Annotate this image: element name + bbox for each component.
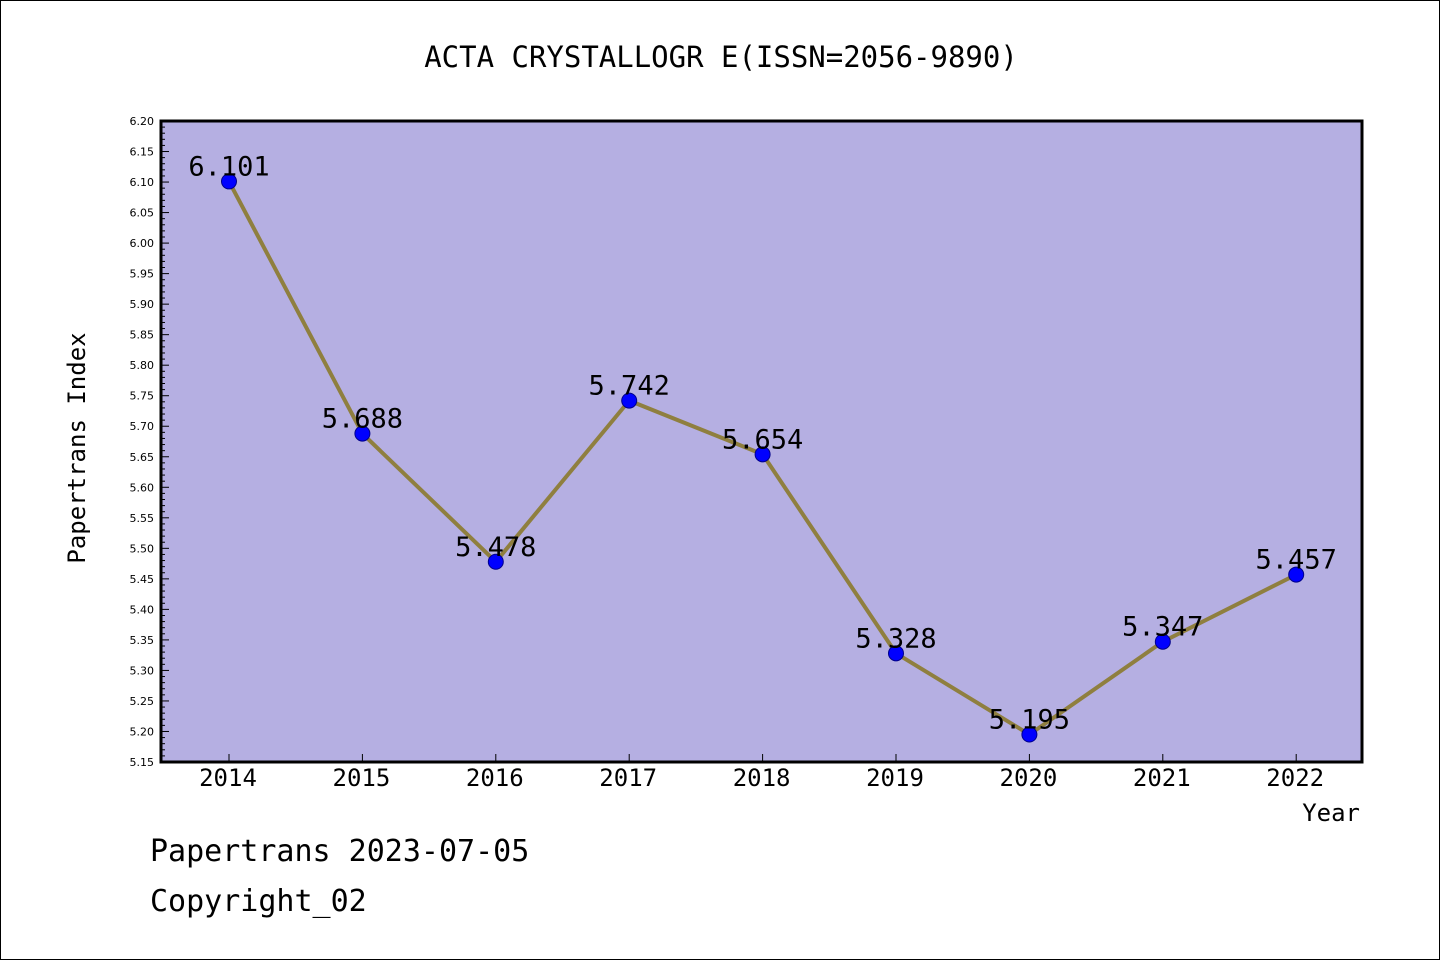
y-tick-label: 6.00 [130,237,155,250]
x-tick-label: 2016 [466,764,524,792]
data-point [354,425,371,442]
y-tick-label: 5.75 [130,390,155,403]
data-point [1154,633,1171,650]
x-tick-label: 2020 [1000,764,1058,792]
chart-title: ACTA CRYSTALLOGR E(ISSN=2056-9890) [424,40,1018,74]
data-label: 5.478 [455,532,536,563]
y-tick-label: 6.05 [130,207,155,220]
y-tick-label: 5.45 [130,573,155,586]
data-label: 5.742 [589,371,670,402]
data-point [487,553,504,570]
x-tick-label: 2018 [733,764,791,792]
data-point [888,645,904,662]
footer-date-text: Papertrans 2023-07-05 [150,834,530,869]
y-tick-label: 5.65 [130,451,155,464]
y-tick-label: 5.95 [130,268,155,281]
y-tick-label: 6.15 [130,146,155,159]
data-label: 5.328 [855,623,936,654]
y-tick-label: 6.20 [130,115,155,128]
x-tick-label: 2014 [199,764,257,792]
data-point [621,392,638,409]
data-point [1288,566,1305,583]
y-tick-label: 5.35 [130,634,155,647]
data-label: 5.688 [322,404,403,435]
data-labels: 6.101 5.688 5.478 5.742 5.654 5.328 5.195 5.347… [188,151,1336,735]
data-point [754,446,771,463]
y-tick-label: 5.90 [130,298,155,311]
y-tick-label: 5.20 [130,725,155,738]
x-tick-label: 2021 [1133,764,1191,792]
plot-area [159,119,1364,764]
x-tick-label: 2022 [1266,764,1324,792]
data-label: 5.654 [722,424,803,455]
y-axis-title: Papertrans Index [63,332,91,563]
y-tick-label: 5.85 [130,329,155,342]
data-point [1021,726,1038,743]
x-axis-title: Year [1302,799,1360,827]
x-tick-label: 2015 [333,764,391,792]
footer-copyright-text: Copyright_02 [150,884,367,919]
x-tick-label: 2019 [866,764,924,792]
y-tick-label: 5.25 [130,695,155,708]
y-tick-label: 5.55 [130,512,155,525]
y-tick-label: 5.80 [130,359,155,372]
data-label: 6.101 [188,151,269,182]
y-tick-label: 5.15 [130,756,155,769]
y-tick-label: 5.40 [130,603,155,616]
data-point [221,173,237,190]
data-label: 5.347 [1122,612,1203,643]
y-tick-label: 5.70 [130,420,155,433]
y-tick-label: 5.60 [130,481,155,494]
y-tick-label: 6.10 [130,176,155,189]
x-axis-ticks: 2014 2015 2016 2017 2018 2019 2020 2021 2022 [199,754,1324,792]
y-tick-label: 5.50 [130,542,155,555]
x-tick-label: 2017 [599,764,657,792]
y-axis-ticks: 5.15 5.20 5.25 5.30 5.35 5.40 5.45 5.50 5.55 5.60… [130,115,169,769]
data-label: 5.195 [989,705,1070,736]
y-tick-label: 5.30 [130,664,155,677]
data-label: 5.457 [1256,545,1337,576]
data-markers [221,173,1305,743]
